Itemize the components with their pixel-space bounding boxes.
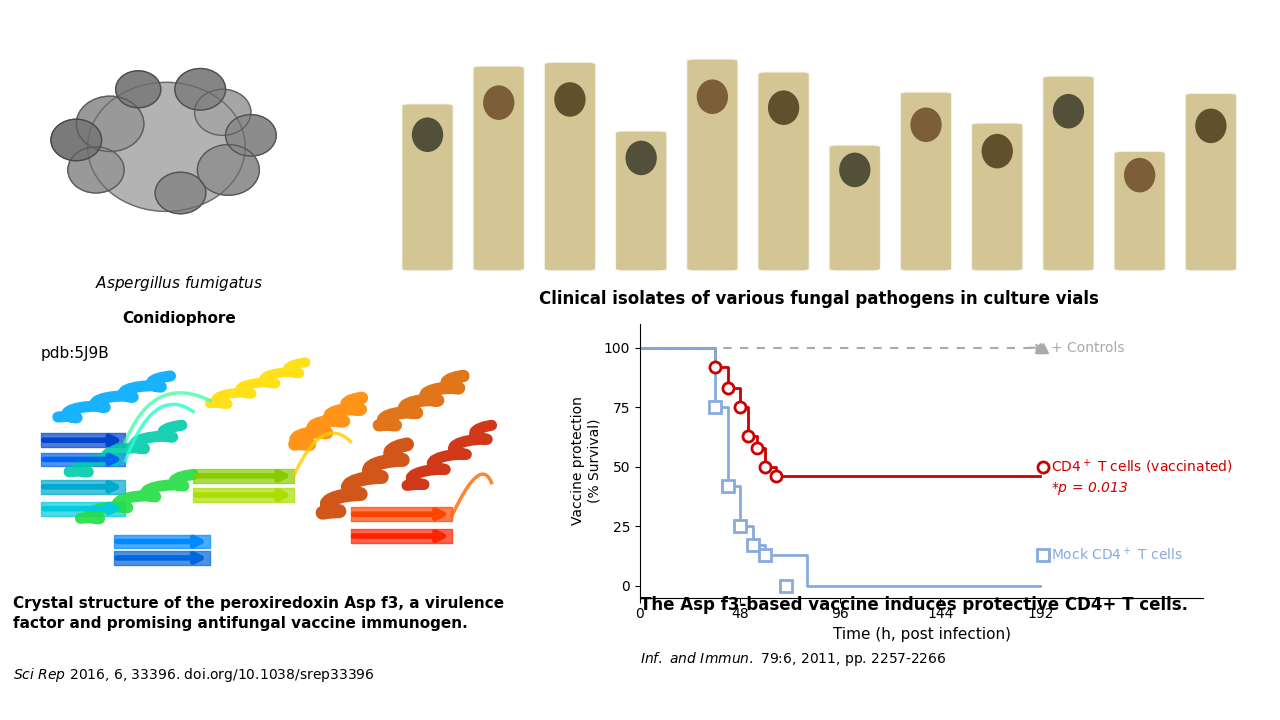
Ellipse shape [1052, 153, 1084, 187]
Ellipse shape [696, 155, 728, 189]
Text: Mock CD4$^+$ T cells: Mock CD4$^+$ T cells [1051, 546, 1183, 564]
FancyBboxPatch shape [758, 84, 810, 271]
Ellipse shape [910, 142, 942, 176]
Text: $\it{Sci\ Rep}$ 2016, 6, 33396. doi.org/10.1038/srep33396: $\it{Sci\ Rep}$ 2016, 6, 33396. doi.org/… [13, 666, 375, 684]
FancyBboxPatch shape [616, 138, 667, 271]
Circle shape [175, 68, 225, 110]
FancyBboxPatch shape [972, 55, 1023, 271]
FancyBboxPatch shape [472, 135, 525, 271]
Text: $\it{Inf.\ and\ Immun.}$ 79:6, 2011, pp. 2257-2266: $\it{Inf.\ and\ Immun.}$ 79:6, 2011, pp.… [640, 649, 946, 668]
Ellipse shape [554, 107, 586, 141]
Text: *$p$ = 0.013: *$p$ = 0.013 [1051, 480, 1128, 497]
Ellipse shape [982, 76, 1012, 111]
Text: pdb:5J9B: pdb:5J9B [41, 346, 110, 361]
Circle shape [51, 120, 101, 161]
FancyBboxPatch shape [1042, 145, 1094, 271]
FancyBboxPatch shape [1185, 104, 1236, 271]
FancyBboxPatch shape [828, 123, 881, 271]
Circle shape [87, 82, 246, 212]
FancyBboxPatch shape [402, 67, 453, 271]
Ellipse shape [483, 144, 515, 179]
Text: $\it{Aspergillus\ fumigatus}$: $\it{Aspergillus\ fumigatus}$ [95, 274, 264, 293]
Text: The Asp f3-based vaccine induces protective CD4+ T cells.: The Asp f3-based vaccine induces protect… [640, 596, 1188, 613]
Y-axis label: Vaccine protection
(% Survival): Vaccine protection (% Survival) [571, 397, 602, 525]
Circle shape [155, 172, 206, 214]
Circle shape [197, 145, 260, 195]
FancyBboxPatch shape [686, 147, 739, 271]
Text: Conidiophore: Conidiophore [123, 311, 236, 325]
Ellipse shape [840, 135, 870, 169]
Ellipse shape [768, 101, 799, 135]
Ellipse shape [1124, 106, 1156, 140]
FancyBboxPatch shape [1114, 89, 1166, 271]
Text: CD4$^+$ T cells (vaccinated): CD4$^+$ T cells (vaccinated) [1051, 458, 1233, 476]
Circle shape [195, 89, 251, 135]
X-axis label: Time (h, post infection): Time (h, post infection) [832, 627, 1011, 642]
Circle shape [225, 114, 276, 156]
Text: Clinical isolates of various fungal pathogens in culture vials: Clinical isolates of various fungal path… [539, 289, 1100, 307]
Ellipse shape [412, 86, 443, 121]
Text: + Controls: + Controls [1051, 341, 1124, 355]
FancyBboxPatch shape [544, 91, 596, 271]
FancyBboxPatch shape [900, 132, 952, 271]
Circle shape [115, 71, 161, 108]
Text: Crystal structure of the peroxiredoxin Asp f3, a virulence
factor and promising : Crystal structure of the peroxiredoxin A… [13, 596, 504, 631]
Circle shape [77, 96, 143, 151]
Ellipse shape [626, 148, 657, 182]
Ellipse shape [1196, 118, 1226, 153]
Circle shape [68, 147, 124, 193]
